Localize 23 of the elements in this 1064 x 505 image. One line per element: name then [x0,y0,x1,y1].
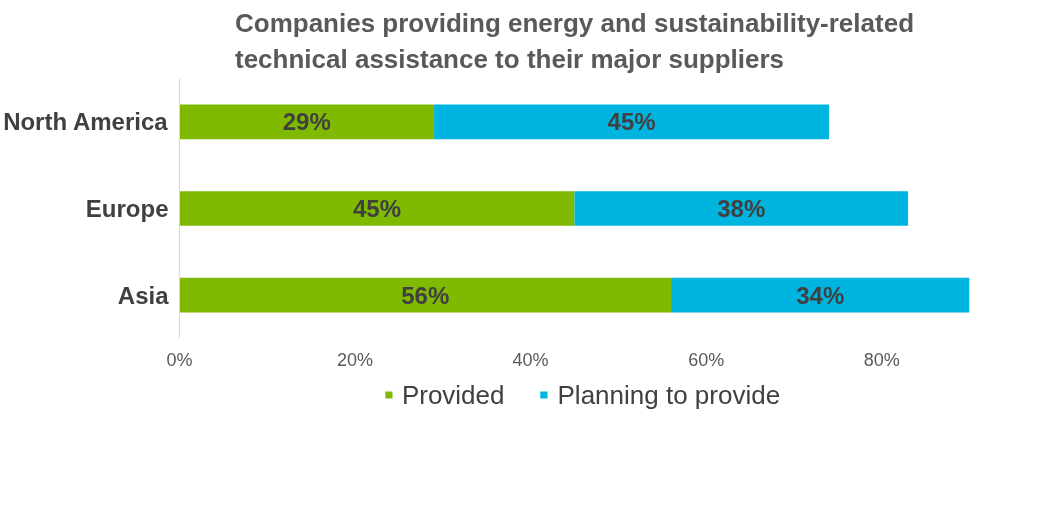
data-label: 38% [717,195,766,222]
x-tick-label: 40% [512,349,549,370]
x-tick-label: 0% [166,349,193,370]
bar [179,191,575,226]
data-label: 56% [401,281,450,309]
chart-title: Companies providing energy and sustainability-related technical assistance to their major suppliers [234,7,915,74]
bar [434,104,830,140]
legend-label: Planning to provide [557,379,781,410]
x-tick-label: 60% [688,349,725,370]
data-label: 34% [796,281,845,309]
y-tick-label: Europe [85,195,169,222]
bar [179,104,435,140]
x-tick-label: 80% [863,349,900,370]
y-tick-label: Asia [117,281,170,309]
bar [671,277,970,313]
bar [574,191,909,226]
data-label: 45% [607,108,656,136]
data-label: 45% [352,195,402,222]
data-label: 29% [282,108,331,136]
legend-label: Provided [401,379,505,410]
bar [179,277,672,313]
x-tick-label: 20% [337,349,374,370]
y-tick-label: North America [3,108,169,136]
